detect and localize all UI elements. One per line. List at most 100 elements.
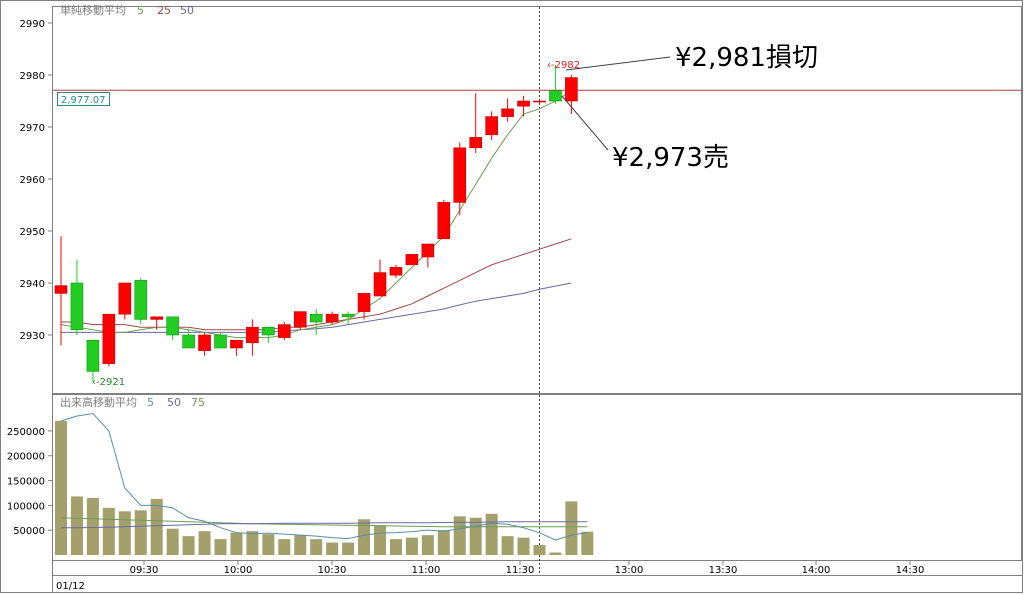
volume-bar [198, 531, 211, 555]
candle [357, 293, 371, 320]
volume-chart: 250000 200000 150000 100000 50000 [7, 413, 594, 555]
candle [182, 329, 195, 349]
candle-body [405, 254, 419, 266]
price-ytick-label: 2950 [20, 227, 45, 238]
candle-body [389, 267, 403, 276]
stop-loss-annotation: ¥2,981損切 [675, 43, 818, 73]
price-ytick-label: 2980 [20, 71, 45, 82]
volume-ytick-label: 250000 [7, 427, 45, 438]
candle [421, 243, 435, 268]
price-ytick-label: 2990 [20, 19, 45, 30]
candle [405, 254, 419, 266]
candle-body [150, 316, 163, 320]
candle [166, 316, 179, 341]
volume-bar [342, 542, 355, 555]
candle-body [230, 339, 243, 349]
volume-bar [405, 537, 418, 555]
candle-body [118, 282, 132, 315]
candle [246, 319, 259, 356]
time-axis: 09:30 10:00 10:30 11:00 11:30 13:00 13:30 14:00… [130, 560, 924, 576]
volume-bar [453, 516, 466, 555]
volume-bar [150, 498, 163, 555]
price-legend-ma5: 5 [137, 4, 144, 17]
volume-bar [262, 534, 275, 555]
volume-ytick-label: 200000 [7, 452, 45, 463]
candle [70, 259, 84, 335]
price-panel[interactable] [52, 6, 1022, 394]
time-tick-label: 14:00 [802, 565, 831, 576]
candle-body [86, 339, 100, 372]
price-chart: 2990 2980 2970 2960 2950 2940 2930 [20, 7, 1021, 575]
volume-bar [374, 525, 386, 555]
volume-ytick-label: 50000 [13, 526, 45, 537]
volume-bar [246, 531, 259, 555]
candle-body [246, 326, 259, 344]
volume-bar [134, 510, 147, 555]
volume-bar [501, 536, 514, 555]
candle [325, 311, 339, 325]
volume-ma5-line [60, 413, 588, 541]
candle-body [549, 90, 562, 102]
candle [501, 98, 514, 122]
time-tick-label: 11:00 [412, 565, 441, 576]
candle-body [134, 280, 148, 320]
candle-body [325, 313, 339, 323]
candle-body [421, 243, 435, 258]
price-ytick-label: 2970 [20, 123, 45, 134]
price-legend-ma50: 50 [180, 4, 194, 17]
candle-body [102, 313, 116, 364]
volume-bar [166, 528, 179, 555]
candle-body [293, 311, 307, 328]
candle [293, 311, 307, 330]
candle [118, 282, 132, 320]
candle [86, 339, 100, 382]
candle [437, 199, 451, 240]
time-tick-label: 11:30 [506, 565, 535, 576]
candle-body [262, 326, 275, 336]
high-marker: ‹-2982 [547, 60, 580, 71]
price-ytick-label: 2960 [20, 175, 45, 186]
candle [469, 93, 483, 153]
candle-body [166, 316, 179, 336]
candle [230, 339, 243, 356]
last-price-label: 2,977.07 [61, 95, 106, 106]
volume-panel[interactable] [52, 394, 1022, 561]
price-legend-ma25: 25 [157, 4, 171, 17]
sell-annotation: ¥2,973売 [612, 143, 729, 173]
last-price-box [57, 92, 110, 106]
stop-loss-leader [565, 56, 671, 71]
candle-body [373, 272, 387, 297]
candle [517, 95, 530, 117]
volume-bar [102, 507, 115, 555]
candle-body [469, 137, 483, 149]
volume-bar [358, 519, 371, 555]
candle [262, 326, 275, 343]
volume-bar [517, 537, 530, 555]
low-marker: ‹-2921 [92, 377, 125, 388]
volume-bar [533, 545, 546, 555]
candle-body [277, 324, 291, 338]
candle [485, 111, 498, 140]
candle [373, 259, 387, 297]
volume-bar [70, 496, 83, 555]
candle-body [533, 100, 546, 103]
candle [102, 313, 116, 367]
volume-legend-ma5: 5 [147, 396, 154, 409]
candle [277, 322, 291, 341]
candle-body [341, 313, 355, 318]
candle [309, 309, 323, 335]
time-tick-label: 10:00 [224, 565, 253, 576]
volume-bar [437, 530, 450, 555]
candle-body [357, 293, 371, 312]
volume-ytick-label: 150000 [7, 477, 45, 488]
candle-body [453, 147, 467, 203]
candle [341, 311, 355, 325]
volume-bar [469, 517, 482, 555]
date-label: 01/12 [56, 581, 85, 592]
volume-bar [230, 532, 243, 555]
candle-body [214, 334, 227, 349]
volume-bar [55, 421, 67, 555]
candle [533, 100, 546, 104]
volume-ytick-label: 100000 [7, 501, 45, 512]
volume-bar [389, 539, 402, 555]
